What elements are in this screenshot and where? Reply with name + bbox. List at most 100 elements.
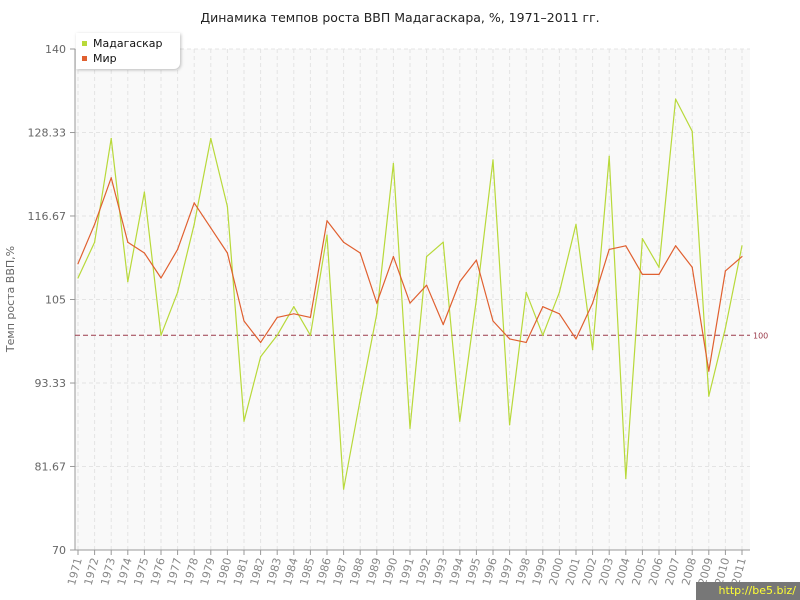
data-point (193, 223, 195, 225)
data-point (475, 259, 477, 261)
y-tick-label: 93.33 (35, 377, 67, 390)
data-point (475, 298, 477, 301)
data-point (392, 255, 394, 258)
data-point (326, 220, 328, 222)
legend-item-world[interactable]: Мир (82, 52, 117, 65)
legend-marker-world (82, 55, 87, 61)
data-point (442, 323, 444, 326)
data-point (525, 341, 527, 344)
y-tick-label: 116.67 (28, 210, 67, 223)
data-point (276, 316, 278, 318)
data-point (226, 252, 228, 254)
y-tick-label: 140 (45, 43, 66, 56)
data-point (542, 334, 544, 336)
data-point (658, 266, 660, 268)
data-point (708, 370, 710, 372)
data-point (110, 137, 112, 140)
legend-marker-madagascar (82, 40, 87, 46)
data-point (641, 238, 644, 240)
data-point (293, 313, 295, 315)
data-point (641, 273, 644, 276)
data-point (608, 248, 610, 250)
y-tick-label: 70 (52, 544, 66, 557)
data-point (691, 266, 693, 268)
data-point (326, 234, 328, 236)
axes (70, 48, 750, 555)
data-point (708, 395, 710, 397)
data-point (426, 284, 428, 286)
data-point (160, 334, 162, 336)
data-point (542, 306, 544, 308)
watermark[interactable]: http://be5.biz/ (696, 582, 800, 600)
data-point (260, 356, 262, 358)
data-point (625, 477, 627, 480)
data-point (442, 241, 444, 243)
data-point (459, 281, 461, 283)
y-tick-label: 81.67 (35, 460, 67, 473)
data-point (260, 341, 262, 344)
data-point (724, 270, 727, 272)
data-point (492, 159, 494, 161)
data-point (127, 241, 129, 243)
data-point (243, 420, 245, 422)
data-point (625, 245, 627, 247)
data-point (575, 338, 577, 340)
data-point (459, 420, 461, 422)
data-point (392, 162, 394, 165)
data-point (741, 245, 743, 247)
data-point (160, 277, 162, 279)
data-point (492, 320, 494, 322)
data-point (675, 245, 677, 247)
data-point (293, 306, 295, 308)
data-point (359, 252, 361, 254)
data-point (110, 177, 112, 179)
data-point (343, 488, 345, 490)
data-point (276, 334, 278, 336)
data-point (741, 255, 743, 258)
y-tick-label: 105 (45, 294, 66, 307)
legend-item-madagascar[interactable]: Мадагаскар (82, 37, 163, 50)
y-axis-title: Темп роста ВВП,% (4, 246, 17, 353)
data-point (94, 223, 96, 225)
data-point (592, 302, 594, 304)
data-point (558, 291, 561, 293)
legend-label-world: Мир (93, 52, 117, 65)
data-point (77, 277, 79, 279)
data-point (558, 313, 561, 315)
data-point (658, 273, 660, 276)
data-point (592, 349, 594, 351)
data-point (343, 241, 345, 243)
data-point (509, 338, 511, 340)
data-point (376, 313, 378, 315)
legend: Мадагаскар Мир (76, 33, 180, 69)
data-point (525, 291, 527, 293)
data-point (210, 137, 212, 140)
data-point (509, 424, 511, 426)
legend-label-madagascar: Мадагаскар (93, 37, 163, 50)
data-point (177, 291, 179, 293)
data-point (309, 334, 311, 336)
data-point (226, 205, 228, 208)
data-point (243, 320, 245, 322)
data-point (193, 202, 195, 204)
data-point (77, 263, 79, 265)
series-lines (75, 98, 750, 490)
data-point (608, 155, 610, 157)
data-point (143, 252, 145, 254)
data-point (575, 223, 577, 225)
data-point (143, 191, 145, 193)
data-point (94, 241, 96, 243)
data-point (409, 427, 411, 429)
data-point (691, 130, 693, 132)
reference-line-label: 100 (753, 331, 768, 340)
data-point (309, 316, 311, 318)
data-point (376, 302, 378, 304)
data-point (426, 255, 428, 258)
y-tick-label: 128.33 (28, 127, 67, 140)
data-point (210, 227, 212, 229)
data-point (127, 281, 129, 283)
data-point (177, 248, 179, 250)
data-point (359, 399, 361, 401)
data-point (409, 302, 411, 304)
